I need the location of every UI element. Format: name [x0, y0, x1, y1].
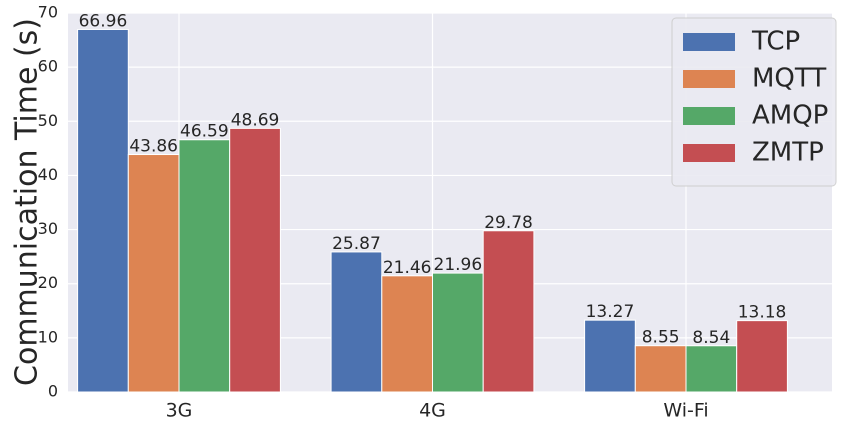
x-tick-label: 4G: [419, 400, 446, 422]
value-label: 66.96: [79, 11, 128, 31]
x-tick-label: 3G: [166, 400, 193, 422]
value-label: 46.59: [180, 122, 229, 142]
value-label: 43.86: [129, 137, 178, 157]
value-label: 8.55: [642, 328, 680, 348]
legend-label: MQTT: [752, 64, 826, 94]
legend-label: TCP: [751, 27, 800, 57]
y-tick-label: 70: [38, 3, 58, 22]
legend-label: AMQP: [752, 101, 828, 131]
legend-label: ZMTP: [752, 138, 824, 168]
bar: [381, 275, 433, 393]
legend-swatch: [683, 144, 735, 162]
legend-swatch: [683, 70, 735, 88]
x-tick-label: Wi-Fi: [663, 400, 708, 422]
y-tick-label: 60: [38, 57, 58, 76]
value-label: 21.96: [434, 255, 483, 275]
value-label: 25.87: [332, 234, 381, 254]
y-tick-label: 40: [38, 165, 58, 184]
bar: [77, 28, 129, 393]
bar: [178, 139, 231, 393]
value-label: 29.78: [484, 213, 533, 233]
y-tick-label: 50: [38, 111, 58, 130]
bar: [432, 272, 484, 393]
y-tick-label: 30: [38, 219, 58, 238]
value-label: 48.69: [231, 110, 280, 130]
bar: [736, 320, 788, 393]
bar: [229, 127, 281, 393]
y-tick-label: 0: [48, 382, 58, 401]
y-tick-label: 10: [38, 327, 58, 346]
bar: [127, 154, 180, 393]
bar: [330, 251, 383, 393]
legend-swatch: [683, 33, 735, 51]
bar: [584, 319, 636, 393]
value-label: 8.54: [692, 328, 730, 348]
value-label: 13.27: [586, 302, 635, 322]
bar: [685, 345, 738, 393]
legend-swatch: [683, 107, 735, 125]
bar: [634, 345, 687, 393]
value-label: 13.18: [738, 303, 787, 323]
y-tick-label: 20: [38, 273, 58, 292]
bar: [482, 230, 535, 393]
value-label: 21.46: [383, 258, 432, 278]
y-axis-label: Communication Time (s): [10, 18, 45, 386]
